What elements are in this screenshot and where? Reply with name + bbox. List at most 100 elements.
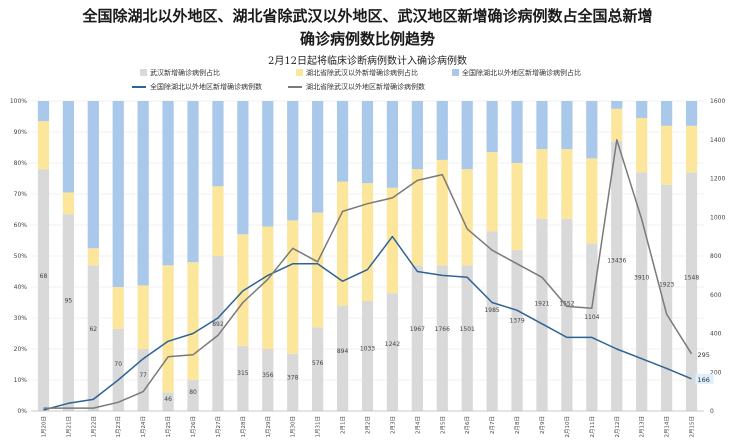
bar-segment-wuhan [636, 172, 648, 411]
bar-data-label: 356 [262, 372, 274, 379]
bar-segment-national-ex-hubei [262, 101, 274, 227]
line-national-ex-hubei [43, 235, 692, 411]
bar-segment-hubei-ex-wuhan [361, 183, 374, 301]
legend-swatch [296, 69, 303, 76]
x-axis-tick-label: 2月11日 [589, 416, 596, 438]
bar-data-label: 378 [287, 374, 299, 381]
legend-swatch [140, 69, 147, 76]
bar-segment-national-ex-hubei [237, 101, 249, 235]
bar-data-label: 68 [40, 273, 48, 280]
bar-segment-hubei-ex-wuhan [336, 181, 349, 306]
legend-swatch [132, 86, 146, 88]
bar-segment-hubei-ex-wuhan [212, 186, 224, 256]
bar-segment-wuhan [112, 328, 124, 411]
bar-segment-wuhan [87, 265, 99, 411]
bar-segment-hubei-ex-wuhan [62, 192, 74, 215]
bar-segment-wuhan [536, 218, 548, 411]
bar-segment-wuhan [486, 231, 498, 411]
bar-segment-wuhan [586, 243, 598, 411]
point-data-label: 166 [698, 376, 710, 384]
bar-segment-hubei-ex-wuhan [561, 149, 573, 219]
bar-data-label: 1923 [659, 282, 674, 289]
bar-segment-hubei-ex-wuhan [586, 158, 598, 244]
bar-segment-wuhan [361, 300, 374, 411]
left-axis-tick-label: 90% [14, 129, 28, 136]
bar-segment-national-ex-hubei [685, 101, 698, 126]
bar-segment-national-ex-hubei [511, 101, 523, 163]
bar-segment-hubei-ex-wuhan [536, 149, 548, 219]
bar-segment-national-ex-hubei [411, 101, 423, 170]
bar-segment-hubei-ex-wuhan [611, 108, 623, 142]
x-axis-tick-label: 1月24日 [140, 416, 147, 438]
bar-segment-wuhan [62, 214, 74, 411]
right-axis-tick-label: 1000 [710, 214, 725, 221]
bar-data-label: 46 [164, 396, 172, 403]
bar-segment-hubei-ex-wuhan [187, 262, 199, 380]
bar-segment-hubei-ex-wuhan [486, 152, 498, 232]
bar-segment-hubei-ex-wuhan [262, 226, 274, 349]
left-axis-tick-label: 10% [14, 377, 28, 384]
chart-title-line1: 全国除湖北以外地区、湖北省除武汉以外地区、武汉地区新增确诊病例数占全国总新增 [82, 7, 653, 25]
point-label-bg [695, 373, 714, 384]
bar-segment-hubei-ex-wuhan [287, 220, 299, 354]
chart-subtitle: 2月12日起将临床诊断病例数计入确诊病例数 [267, 56, 468, 67]
bar-segment-national-ex-hubei [312, 101, 324, 213]
bar-segment-national-ex-hubei [87, 101, 99, 249]
legend-label: 全国除湖北以外地区新增确诊病例占比 [462, 69, 581, 77]
x-axis-tick-label: 2月15日 [689, 416, 696, 438]
bar-segment-hubei-ex-wuhan [636, 118, 648, 173]
bar-data-label: 1985 [484, 307, 499, 314]
legend-swatch [288, 86, 302, 88]
bar-data-label: 576 [312, 360, 324, 367]
bar-segment-wuhan [561, 218, 573, 411]
bar-segment-hubei-ex-wuhan [87, 248, 99, 266]
bar-segment-national-ex-hubei [361, 101, 374, 184]
bar-segment-hubei-ex-wuhan [461, 169, 473, 266]
x-axis-tick-label: 2月5日 [439, 416, 446, 434]
x-axis-tick-label: 2月6日 [464, 416, 471, 434]
legend-label: 湖北省除武汉以外新增确诊病例占比 [306, 69, 418, 77]
x-axis-tick-label: 1月30日 [290, 416, 297, 438]
bar-segment-hubei-ex-wuhan [112, 287, 124, 329]
bar-segment-wuhan [386, 293, 399, 411]
bar-segment-national-ex-hubei [386, 101, 399, 188]
x-axis-tick-label: 2月12日 [614, 416, 621, 438]
bar-data-label: 13436 [607, 258, 626, 265]
bar-segment-wuhan [312, 327, 324, 411]
bar-data-label: 3910 [634, 275, 649, 282]
left-axis-tick-label: 50% [14, 253, 28, 260]
x-axis-tick-label: 1月20日 [40, 416, 47, 438]
x-axis-tick-label: 2月8日 [514, 416, 521, 434]
right-axis-tick-label: 1200 [710, 176, 725, 183]
bar-segment-wuhan [461, 265, 473, 411]
bar-segment-wuhan [611, 141, 623, 412]
x-axis-tick-label: 1月27日 [215, 416, 222, 438]
bar-segment-national-ex-hubei [461, 101, 473, 170]
bar-segment-national-ex-hubei [636, 101, 648, 119]
bar-segment-national-ex-hubei [486, 101, 498, 153]
bar-segment-hubei-ex-wuhan [137, 285, 149, 349]
bar-segment-hubei-ex-wuhan [661, 125, 673, 185]
x-axis-tick-label: 1月25日 [165, 416, 172, 438]
bar-segment-wuhan [37, 169, 50, 411]
x-axis-tick-label: 2月3日 [389, 416, 396, 434]
bar-segment-wuhan [137, 349, 149, 411]
right-axis-tick-label: 1600 [710, 98, 725, 105]
bar-segment-wuhan [411, 265, 423, 411]
bar-data-label: 315 [237, 370, 249, 377]
right-axis-tick-label: 800 [710, 253, 722, 260]
bar-data-label: 1967 [410, 326, 425, 333]
bar-segment-wuhan [436, 265, 448, 411]
bar-segment-wuhan [262, 349, 274, 411]
left-axis-tick-label: 40% [14, 284, 28, 291]
bar-segment-national-ex-hubei [586, 101, 598, 159]
bar-data-label: 1104 [584, 314, 599, 321]
bar-data-label: 1548 [684, 275, 699, 282]
bar-segment-hubei-ex-wuhan [685, 125, 698, 173]
bar-segment-wuhan [336, 305, 349, 411]
bar-data-label: 1501 [460, 326, 475, 333]
x-axis-tick-label: 2月2日 [365, 416, 372, 434]
x-axis-tick-label: 2月13日 [639, 416, 646, 438]
chart-title-line2: 确诊病例数比例趋势 [299, 30, 435, 48]
